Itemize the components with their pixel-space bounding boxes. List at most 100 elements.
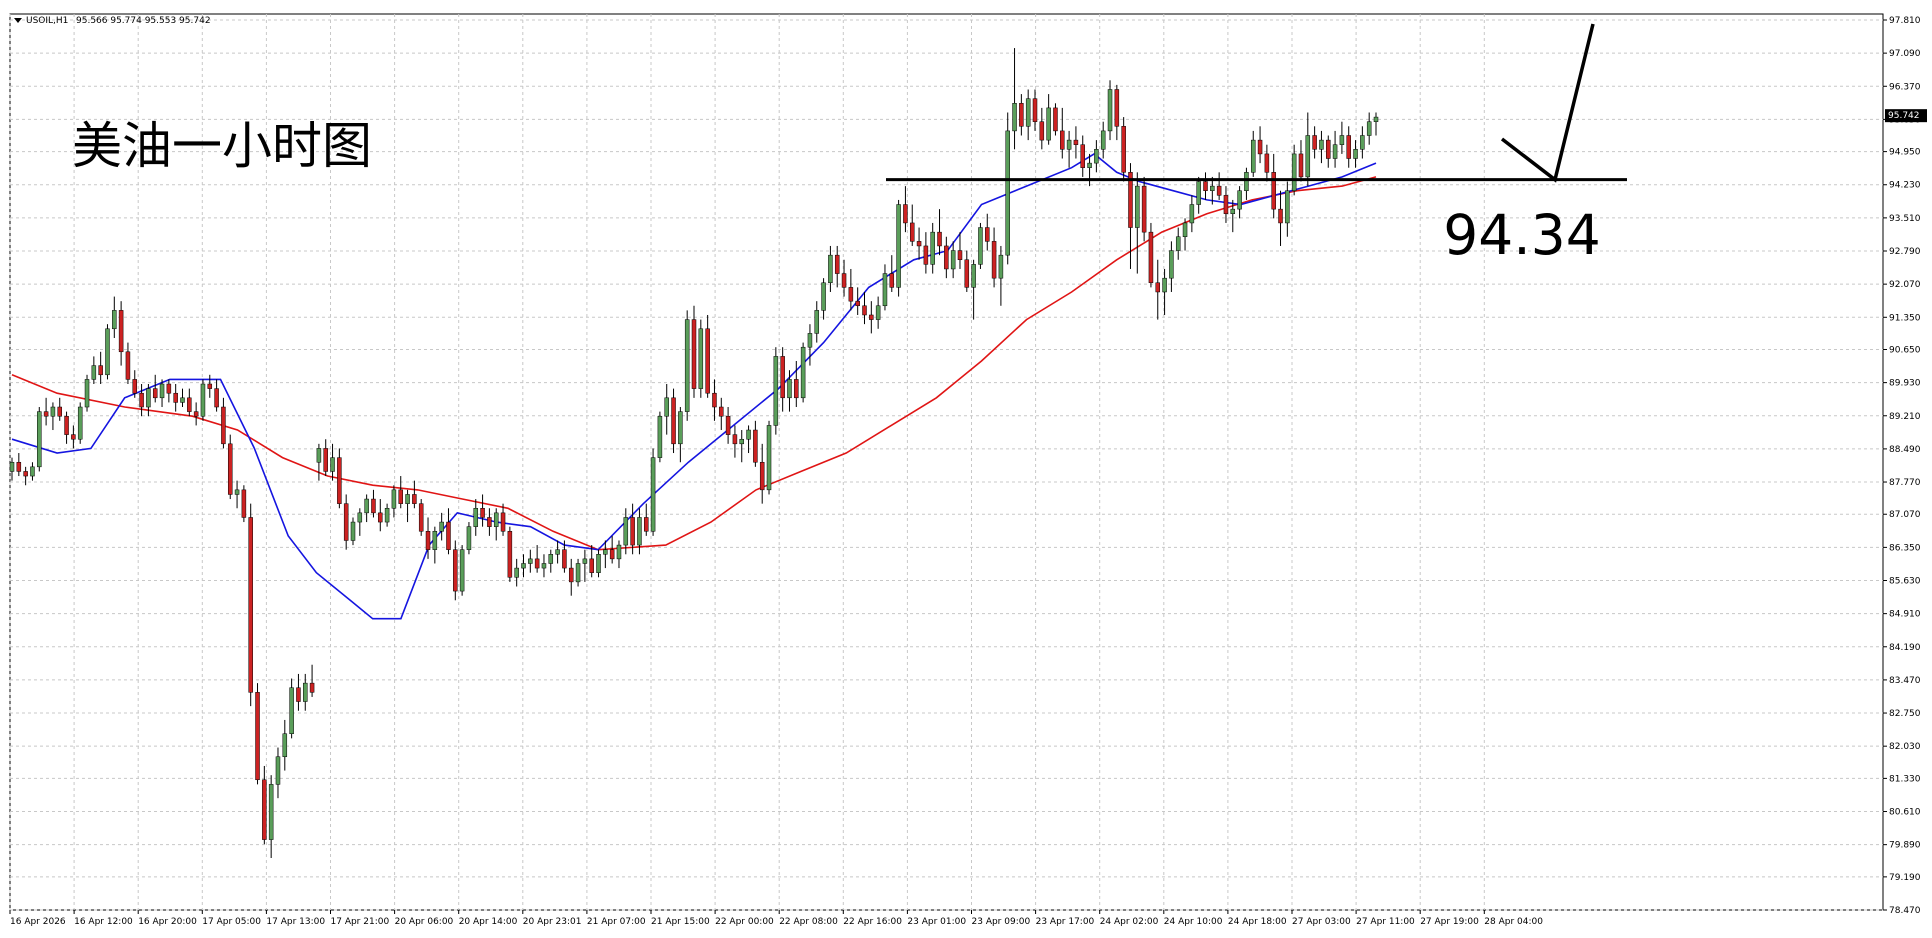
candle-bear (337, 457, 342, 504)
candle-bull (616, 544, 622, 560)
candle-bull (234, 489, 240, 495)
candle-bull (364, 498, 369, 514)
candle-bear (214, 388, 219, 408)
candle-bull (596, 554, 601, 573)
candle-bull (1373, 116, 1379, 122)
y-tick-label: 84.910 (1889, 610, 1921, 620)
candle-bear (1128, 172, 1133, 228)
y-tick-label: 83.470 (1889, 676, 1921, 686)
candle-bull (303, 682, 308, 702)
candle-bull (1353, 149, 1358, 159)
candle-bull (548, 554, 554, 564)
candle-bear (118, 310, 124, 353)
candle-bull (350, 521, 356, 541)
candle-bear (241, 489, 247, 518)
candle-bear (500, 512, 506, 532)
candle-bull (159, 383, 165, 399)
candle-bull (1319, 139, 1324, 150)
drawing-objects[interactable] (886, 23, 1627, 183)
candle-bull (1196, 181, 1201, 205)
candle-bear (1326, 139, 1331, 159)
candle-bull (384, 508, 390, 523)
x-tick-label: 22 Apr 16:00 (843, 917, 902, 927)
candle-bull (357, 512, 363, 523)
candle-bear (1032, 98, 1038, 122)
candle-bear (609, 549, 615, 560)
last-price-value: 95.742 (1888, 111, 1920, 121)
x-tick-label: 20 Apr 14:00 (459, 917, 518, 927)
candle-bear (1114, 89, 1120, 127)
candle-bull (1366, 121, 1372, 136)
candle-bull (978, 227, 983, 265)
candle-bear (937, 231, 942, 247)
candle-bear (1148, 231, 1154, 284)
candle-bear (568, 567, 574, 583)
candle-bull (521, 563, 526, 569)
candle-bull (289, 687, 294, 734)
candle-bull (432, 531, 438, 550)
candle-bear (1264, 153, 1270, 173)
x-tick-label: 27 Apr 11:00 (1356, 917, 1415, 927)
candle-bull (1046, 107, 1051, 141)
x-tick-label: 27 Apr 19:00 (1420, 917, 1479, 927)
candle-bull (282, 733, 288, 758)
candle-bull (1162, 277, 1167, 293)
candle-bull (555, 549, 560, 555)
candle-bull (896, 204, 901, 288)
chart-menu-icon[interactable] (14, 18, 22, 23)
candle-bear (296, 687, 301, 702)
x-tick-label: 20 Apr 23:01 (523, 917, 582, 927)
candle-bear (1278, 208, 1283, 224)
candle-bear (262, 779, 267, 840)
candle-bull (1100, 130, 1106, 150)
candle-bull (1339, 135, 1345, 145)
x-tick-label: 17 Apr 05:00 (202, 917, 261, 927)
y-tick-label: 80.610 (1889, 808, 1921, 818)
candle-bear (862, 305, 867, 316)
candle-bear (780, 356, 785, 399)
candle-bear (1060, 130, 1065, 150)
candle-bear (1298, 153, 1304, 178)
candle-bear (166, 383, 172, 394)
candle-bear (207, 383, 213, 389)
candle-bull (50, 406, 56, 417)
x-tick-label: 24 Apr 02:00 (1100, 917, 1159, 927)
candle-bear (1080, 144, 1085, 168)
candle-bull (950, 250, 956, 270)
candle-bull (330, 457, 335, 472)
candle-bear (139, 392, 144, 408)
candle-bear (187, 397, 192, 412)
candle-bear (1203, 181, 1208, 191)
x-tick-label: 28 Apr 04:00 (1484, 917, 1543, 927)
y-tick-label: 87.770 (1889, 478, 1921, 488)
candle-bear (132, 379, 138, 394)
y-tick-label: 86.350 (1889, 543, 1921, 553)
candle-bear (446, 521, 451, 550)
candle-bull (1107, 89, 1113, 132)
candle-bear (1346, 135, 1351, 159)
candle-bull (814, 310, 820, 334)
candle-bear (869, 314, 874, 320)
candle-bull (1250, 139, 1256, 173)
candle-bear (719, 406, 724, 417)
candle-bull (1230, 208, 1236, 214)
candle-bull (1182, 222, 1188, 237)
candle-bear (255, 692, 260, 781)
candle-bear (903, 204, 908, 224)
candle-bull (77, 406, 83, 440)
candle-bear (193, 411, 199, 417)
ohlc-label: 95.566 95.774 95.553 95.742 (76, 16, 211, 26)
candle-bull (1012, 103, 1017, 132)
y-tick-label: 94.950 (1889, 148, 1921, 158)
candle-bear (23, 471, 28, 477)
candle-bull (1305, 135, 1311, 178)
candle-bear (1073, 139, 1079, 145)
candle-bull (739, 438, 744, 445)
last-price-tag: 95.742 (1885, 109, 1927, 123)
candle-bull (684, 319, 690, 412)
y-tick-label: 84.190 (1889, 643, 1921, 653)
candle-bear (644, 517, 649, 532)
candle-bear (418, 503, 424, 532)
candle-bull (30, 466, 35, 477)
